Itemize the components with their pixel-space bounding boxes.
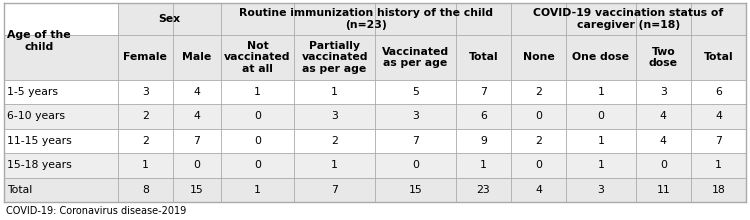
Text: 6-10 years: 6-10 years bbox=[7, 111, 65, 121]
Text: 3: 3 bbox=[332, 111, 338, 121]
Text: COVID-19: Coronavirus disease-2019: COVID-19: Coronavirus disease-2019 bbox=[6, 206, 186, 216]
Text: 3: 3 bbox=[598, 185, 604, 195]
Text: 1: 1 bbox=[598, 136, 604, 146]
Text: 11: 11 bbox=[656, 185, 670, 195]
Text: 2: 2 bbox=[535, 87, 542, 97]
Text: 6: 6 bbox=[480, 111, 487, 121]
Text: 3: 3 bbox=[142, 87, 148, 97]
Text: 18: 18 bbox=[712, 185, 725, 195]
Text: Total: Total bbox=[704, 52, 734, 62]
Text: COVID-19 vaccination status of
caregiver (n=18): COVID-19 vaccination status of caregiver… bbox=[533, 8, 724, 30]
Text: Total: Total bbox=[7, 185, 32, 195]
Text: 1: 1 bbox=[254, 87, 261, 97]
Text: 7: 7 bbox=[194, 136, 200, 146]
Text: 4: 4 bbox=[535, 185, 542, 195]
Text: 2: 2 bbox=[535, 136, 542, 146]
Text: 4: 4 bbox=[660, 136, 667, 146]
Text: Partially
vaccinated
as per age: Partially vaccinated as per age bbox=[302, 41, 368, 74]
Text: 0: 0 bbox=[535, 111, 542, 121]
Text: Routine immunization history of the child
(n=23): Routine immunization history of the chil… bbox=[238, 8, 493, 30]
Text: 7: 7 bbox=[715, 136, 722, 146]
Text: 2: 2 bbox=[142, 111, 148, 121]
Text: Two
dose: Two dose bbox=[649, 47, 678, 68]
Text: 15-18 years: 15-18 years bbox=[7, 160, 72, 170]
Text: Not
vaccinated
at all: Not vaccinated at all bbox=[224, 41, 291, 74]
Bar bbox=[4, 128, 746, 153]
Text: Female: Female bbox=[124, 52, 167, 62]
Text: 8: 8 bbox=[142, 185, 148, 195]
Text: 6: 6 bbox=[715, 87, 722, 97]
Bar bbox=[220, 3, 511, 35]
Text: 0: 0 bbox=[412, 160, 419, 170]
Text: 4: 4 bbox=[194, 111, 200, 121]
Bar bbox=[4, 178, 746, 202]
Text: 23: 23 bbox=[476, 185, 490, 195]
Text: 9: 9 bbox=[480, 136, 487, 146]
Text: Sex: Sex bbox=[158, 14, 180, 24]
Text: 1: 1 bbox=[142, 160, 148, 170]
Text: 11-15 years: 11-15 years bbox=[7, 136, 72, 146]
Text: 1: 1 bbox=[332, 87, 338, 97]
Text: 1: 1 bbox=[254, 185, 261, 195]
Bar bbox=[4, 3, 118, 35]
Text: 15: 15 bbox=[409, 185, 422, 195]
Bar bbox=[511, 3, 746, 35]
Text: 0: 0 bbox=[254, 111, 261, 121]
Text: 7: 7 bbox=[412, 136, 419, 146]
Text: 2: 2 bbox=[332, 136, 338, 146]
Bar bbox=[4, 104, 746, 128]
Text: 0: 0 bbox=[598, 111, 604, 121]
Text: 3: 3 bbox=[412, 111, 419, 121]
Text: 0: 0 bbox=[194, 160, 200, 170]
Text: 7: 7 bbox=[332, 185, 338, 195]
Text: 0: 0 bbox=[254, 136, 261, 146]
Text: 2: 2 bbox=[142, 136, 148, 146]
Text: 4: 4 bbox=[715, 111, 722, 121]
Text: 4: 4 bbox=[194, 87, 200, 97]
Bar bbox=[4, 153, 746, 178]
Text: 1: 1 bbox=[598, 87, 604, 97]
Text: 1: 1 bbox=[715, 160, 722, 170]
Text: 7: 7 bbox=[480, 87, 487, 97]
Text: Total: Total bbox=[469, 52, 498, 62]
Text: 0: 0 bbox=[660, 160, 667, 170]
Text: 15: 15 bbox=[190, 185, 204, 195]
Text: Vaccinated
as per age: Vaccinated as per age bbox=[382, 47, 449, 68]
Text: 0: 0 bbox=[535, 160, 542, 170]
Text: 3: 3 bbox=[660, 87, 667, 97]
Text: 0: 0 bbox=[254, 160, 261, 170]
Text: Age of the
child: Age of the child bbox=[7, 30, 70, 52]
Text: 5: 5 bbox=[412, 87, 419, 97]
Text: Male: Male bbox=[182, 52, 212, 62]
Text: None: None bbox=[523, 52, 554, 62]
Bar bbox=[4, 35, 746, 80]
Text: 1: 1 bbox=[332, 160, 338, 170]
Bar bbox=[118, 3, 220, 35]
Text: 1: 1 bbox=[598, 160, 604, 170]
Text: One dose: One dose bbox=[572, 52, 629, 62]
Text: 4: 4 bbox=[660, 111, 667, 121]
Text: 1-5 years: 1-5 years bbox=[7, 87, 58, 97]
Text: 1: 1 bbox=[480, 160, 487, 170]
Bar bbox=[4, 80, 746, 104]
